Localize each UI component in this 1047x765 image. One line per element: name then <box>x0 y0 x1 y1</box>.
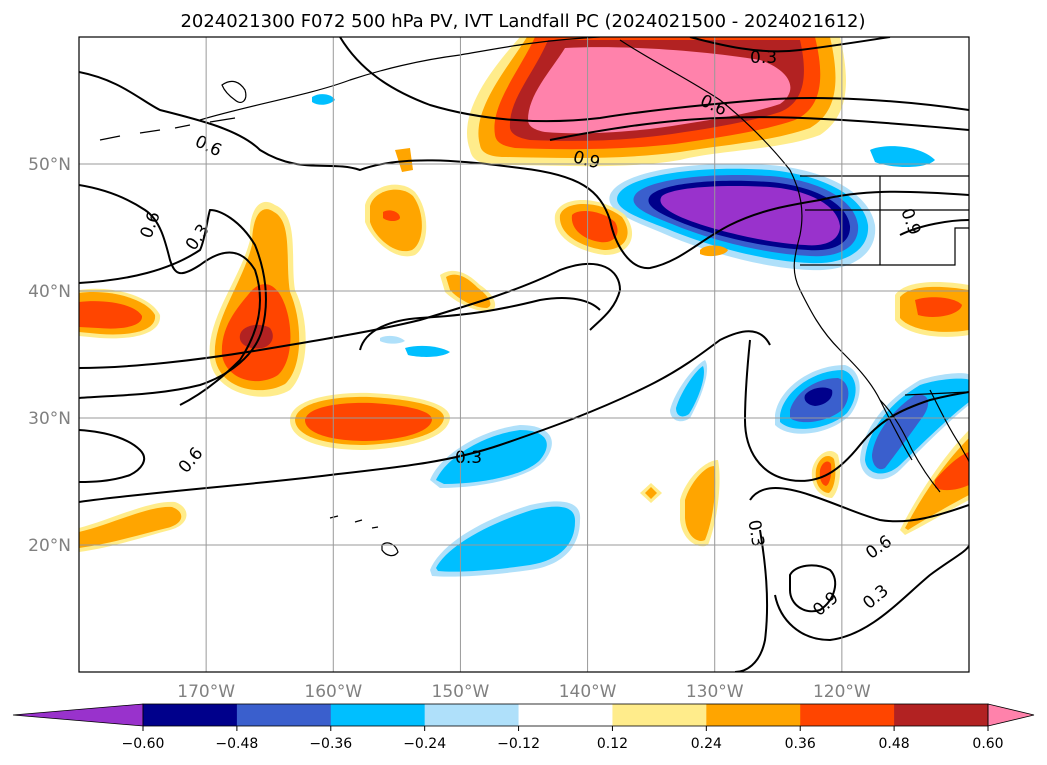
contour-1 <box>79 71 969 270</box>
fill-level-neg048-120w-32n <box>804 387 833 406</box>
colorbar-tick-label: 0.60 <box>972 736 1003 752</box>
fill-level-neg024-145w-20n <box>436 506 576 572</box>
contour-5 <box>79 429 146 483</box>
contour-14 <box>689 37 891 53</box>
contour-3 <box>79 208 267 399</box>
contour-2 <box>79 184 261 406</box>
fill-level-048-west <box>79 301 143 329</box>
fill-level-neg024-133w-30n <box>676 366 704 417</box>
contour-7 <box>359 297 601 351</box>
contour-10 <box>734 529 769 672</box>
x-tick-label: 150°W <box>432 682 490 702</box>
colorbar-tick-label: −0.24 <box>403 736 446 752</box>
y-tick-label: 40°N <box>28 282 71 302</box>
aleutian-islands <box>99 117 236 141</box>
contour-8 <box>743 339 969 482</box>
fill-level-036-133w-23n <box>685 466 716 541</box>
chart-title: 2024021300 F072 500 hPa PV, IVT Landfall… <box>180 11 865 32</box>
coastlines <box>99 37 969 557</box>
fill-level-neg024-119w-49n <box>870 146 935 167</box>
fill-level-072-gulf <box>528 47 791 134</box>
fill-level-048-mexico <box>935 452 969 491</box>
y-tick-label: 20°N <box>28 536 71 556</box>
fill-level-036-131w-42n <box>700 245 728 257</box>
fill-level-060-166w <box>239 324 273 349</box>
colorbar-swatch <box>330 704 426 726</box>
x-tick-label: 160°W <box>304 682 362 702</box>
x-tick-label: 120°W <box>813 682 871 702</box>
contour-15 <box>549 116 969 141</box>
fill-level-048-122w-26n <box>819 461 832 486</box>
coastline-west-us <box>789 169 913 461</box>
contour-9 <box>749 487 969 523</box>
gridlines <box>79 37 969 672</box>
pv-fill-layer <box>79 37 969 577</box>
border-state-or-ca <box>800 227 969 266</box>
colorbar: −0.60 −0.48 −0.36 −0.24 −0.12 0.12 0.24 0.36 0.4… <box>12 703 1035 752</box>
fill-level-036-135w-24n <box>645 487 657 499</box>
x-tick-label: 140°W <box>559 682 617 702</box>
fill-level-036-176w-21n <box>79 506 182 548</box>
contour-16 <box>899 219 969 236</box>
colorbar-swatch <box>612 704 707 726</box>
x-tick-label: 130°W <box>686 682 744 702</box>
colorbar-outline <box>142 703 989 727</box>
contour-13 <box>339 37 969 123</box>
coastline-alaska-south <box>199 37 601 121</box>
coastline-baja <box>879 399 941 493</box>
colorbar-tick-label: 0.12 <box>597 736 628 752</box>
fill-level-neg024-162w-57n <box>312 94 335 105</box>
island-kodiak <box>221 80 247 103</box>
contour-label-03-c: 0.3 <box>750 48 777 68</box>
colorbar-tick-label: −0.60 <box>122 736 165 752</box>
hawaii-islands <box>329 515 399 557</box>
pv-contours <box>79 37 969 672</box>
fill-level-neg012-157w-37n <box>380 335 405 344</box>
fill-level-048-142w-44n <box>571 210 618 243</box>
fill-level-neg024-150w-35n <box>405 345 450 357</box>
contour-label-03-d: 0.3 <box>743 518 767 548</box>
coastline-mexico <box>929 389 969 463</box>
fill-level-048-113w-38n <box>915 297 962 317</box>
x-tick-label: 170°W <box>177 682 235 702</box>
colorbar-extend-low <box>12 703 144 727</box>
colorbar-extend-high <box>987 703 1035 727</box>
contour-6 <box>79 330 771 503</box>
colorbar-tick-label: 0.36 <box>785 736 816 752</box>
colorbar-swatch <box>143 704 238 726</box>
map-frame <box>78 36 970 673</box>
colorbar-tick-label: −0.12 <box>497 736 540 752</box>
y-tick-label: 50°N <box>28 155 71 175</box>
colorbar-swatch <box>236 704 332 726</box>
coastline-alaska-panhandle <box>619 39 791 171</box>
colorbar-tick-label: 0.24 <box>691 736 722 752</box>
colorbar-swatch <box>518 704 613 726</box>
colorbar-swatch <box>894 704 989 726</box>
axis-tick-labels: 170°W 160°W 150°W 140°W 130°W 120°W 20°N 30°N 40… <box>28 155 871 702</box>
colorbar-swatch <box>424 704 520 726</box>
colorbar-tick-label: −0.36 <box>309 736 352 752</box>
fill-level-neg036-115w-28n <box>872 394 929 470</box>
contour-12 <box>774 544 969 642</box>
contour-label-03-b: 0.3 <box>455 448 482 468</box>
border-us-mexico <box>904 391 969 396</box>
colorbar-tick-label: 0.48 <box>879 736 910 752</box>
fill-level-036-154w-50n <box>395 148 413 172</box>
colorbar-tick-label: −0.48 <box>215 736 258 752</box>
y-tick-label: 30°N <box>28 409 71 429</box>
contour-4 <box>79 262 622 369</box>
contour-11 <box>789 564 837 613</box>
colorbar-swatch <box>800 704 895 726</box>
colorbar-swatch <box>706 704 801 726</box>
fill-level-neg024-147w-27n <box>436 430 547 484</box>
fill-level-048-158w <box>305 402 432 441</box>
fill-level-048-152w-45n <box>383 210 400 221</box>
